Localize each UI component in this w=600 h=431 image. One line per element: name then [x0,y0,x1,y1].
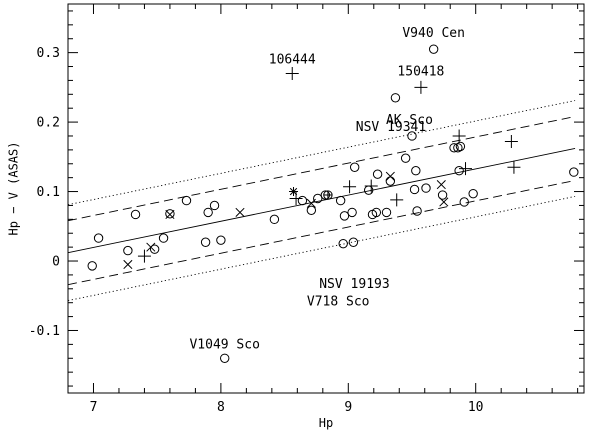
data-point-circle [409,184,420,195]
data-point-circle [381,207,392,218]
data-point-plus [343,180,357,194]
data-point-circle [390,93,401,103]
data-point-circle [385,176,396,186]
y-tick-label: 0.1 [37,185,60,200]
y-tick-label: 0.2 [37,116,60,131]
data-point-circle [313,193,323,204]
data-point-circle [569,167,579,177]
plot-border [67,3,585,394]
star-label: NSV 19193 [319,277,389,292]
star-label: 106444 [269,52,316,67]
plot-frame [67,3,585,394]
star-label: AK Sco [386,113,433,128]
data-point-cross [123,259,133,270]
y-tick-label: 0.3 [37,46,60,61]
data-point-cross [235,207,245,217]
y-tick-label: -0.1 [29,324,60,339]
data-point-plus [504,135,518,149]
data-point-circle [338,238,348,249]
data-point-circle [454,166,464,176]
data-point-circle-plus-mark [323,190,333,200]
y-axis-title: Hp − V (ASAS) [7,142,21,236]
data-point-circle [306,205,317,216]
data-point-circle [400,153,411,163]
star-label: V940 Cen [402,26,465,41]
data-point-circle [339,211,350,221]
tick-labels: 7 8 9 10 -0.1 0 0.1 0.2 0.3 [29,46,484,415]
data-point-circle [349,162,360,172]
fit-line-dotted [67,100,576,206]
data-point-circle [372,169,383,179]
data-point-circle [453,143,463,153]
data-point-circle [269,214,280,225]
data-point-circle [348,237,359,247]
data-point-circle [468,188,478,199]
data-point-plus [459,162,473,176]
data-point-cross [439,197,449,207]
data-point-circle [158,233,169,243]
data-point-circle [181,195,192,206]
data-point-cross [385,171,395,181]
data-point-circle [335,195,346,206]
data-point-circle [412,206,422,216]
x-tick-label: 8 [217,400,225,415]
data-point-asterisk [289,187,299,197]
fit-line-dashed [67,116,576,222]
axis-ticks [67,4,584,393]
data-point-circle [455,141,466,152]
data-point-cross [436,180,446,190]
data-point-circle [297,195,308,206]
x-tick-label: 7 [90,400,98,415]
data-point-cross [306,198,316,208]
x-tick-label: 10 [468,400,484,415]
data-point-circle [421,183,431,193]
x-axis-title: Hp [319,416,333,430]
fit-line-dashed [67,179,576,286]
data-point-circle [149,244,160,254]
data-point-plus [364,179,378,193]
data-point-plus [137,249,151,263]
data-point-circle [411,166,421,176]
data-point-circle [165,209,175,219]
y-tick-label: 0 [52,255,60,270]
data-point-circle [87,261,97,271]
star-label: V1049 Sco [189,337,259,352]
data-point-circle [437,190,448,200]
data-point-plus [285,66,299,80]
x-tick-label: 9 [344,400,352,415]
star-label: 150418 [397,64,444,79]
fit-line-dotted [67,195,576,302]
data-point-circle [203,207,213,218]
data-point-plus [390,193,404,207]
data-point-circle [93,233,104,243]
data-point-circle [428,44,439,54]
data-point-cross [165,209,175,220]
data-point-circle [449,143,459,153]
data-point-circle [130,209,141,220]
data-point-circle [407,131,417,141]
data-point-plus [414,80,428,94]
data-point-circle [371,207,382,218]
data-point-plus [452,129,466,143]
data-point-circle [459,197,469,207]
data-point-circle [123,245,133,256]
data-point-plus [507,160,521,174]
data-point-cross [146,242,156,252]
data-point-circle [200,237,211,247]
star-label: NSV 19341 [356,120,426,135]
data-points [87,44,579,363]
data-point-circle [216,235,226,245]
star-label: V718 Sco [307,295,370,310]
data-point-circle [209,200,220,211]
data-point-circle [220,353,230,363]
data-point-circle [347,207,357,218]
